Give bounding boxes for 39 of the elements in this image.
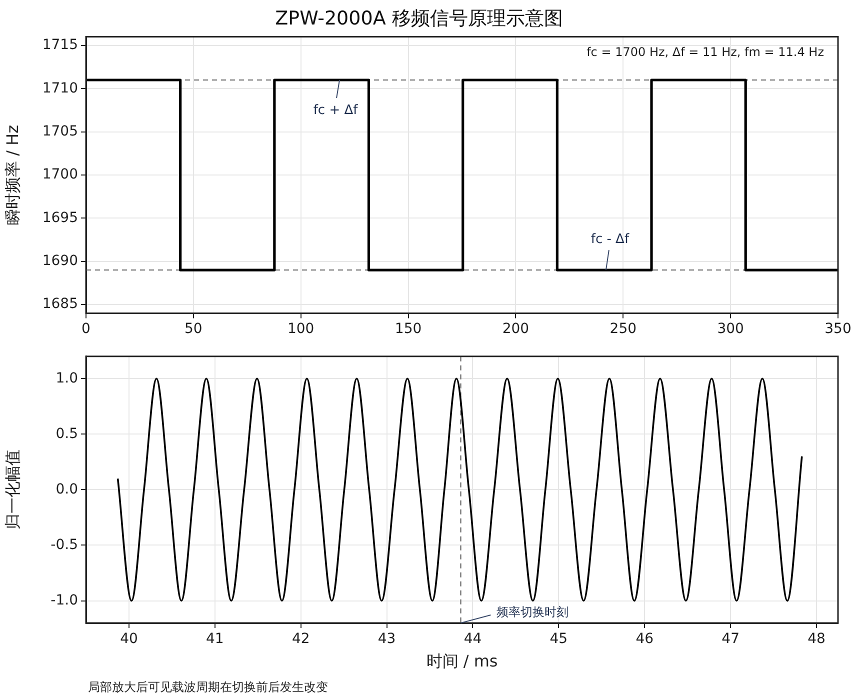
y-axis-title: 归一化幅值 (2, 450, 22, 530)
y-tick-label: 1700 (42, 166, 78, 183)
x-tick-label: 45 (550, 631, 568, 648)
y-axis-title: 瞬时频率 / Hz (2, 125, 22, 225)
x-tick-label: 46 (636, 631, 654, 648)
y-tick-label: 1705 (42, 123, 78, 140)
x-tick-label: 42 (292, 631, 310, 648)
annotation: fc - Δf (590, 232, 630, 247)
x-tick-label: 44 (464, 631, 482, 648)
y-tick-label: 1685 (42, 296, 78, 312)
y-tick-label: 1710 (42, 80, 78, 96)
x-tick-label: 300 (717, 321, 744, 338)
x-tick-label: 43 (378, 631, 396, 648)
y-tick-label: 0.0 (56, 481, 78, 498)
x-tick-label: 250 (610, 321, 637, 338)
x-tick-label: 47 (722, 631, 740, 648)
y-tick-label: 1695 (42, 210, 78, 226)
annotation: 频率切换时刻 (496, 605, 569, 620)
text: 局部放大后可见载波周期在切换前后发生改变 (88, 679, 328, 696)
annotation: fc + Δf (313, 102, 358, 118)
y-tick-label: 1715 (42, 37, 78, 54)
x-tick-label: 40 (120, 631, 138, 648)
y-tick-label: -1.0 (50, 592, 78, 608)
x-axis-title: 时间 / ms (426, 652, 498, 671)
x-tick-label: 150 (394, 321, 422, 338)
x-tick-label: 200 (502, 321, 530, 338)
y-tick-label: 0.5 (56, 426, 78, 442)
x-tick-label: 100 (287, 321, 314, 338)
x-tick-label: 48 (808, 631, 826, 648)
x-tick-label: 0 (82, 321, 90, 338)
x-tick-label: 41 (206, 631, 224, 648)
x-tick-label: 50 (184, 321, 202, 338)
y-tick-label: -0.5 (50, 536, 78, 553)
line-series (116, 378, 803, 602)
chart-title: ZPW-2000A 移频信号原理示意图 (275, 7, 563, 30)
y-tick-label: 1.0 (56, 370, 78, 386)
y-tick-label: 1690 (42, 253, 78, 270)
x-tick-label: 350 (824, 321, 852, 338)
annotation: fc = 1700 Hz, Δf = 11 Hz, fm = 11.4 Hz (586, 44, 824, 59)
